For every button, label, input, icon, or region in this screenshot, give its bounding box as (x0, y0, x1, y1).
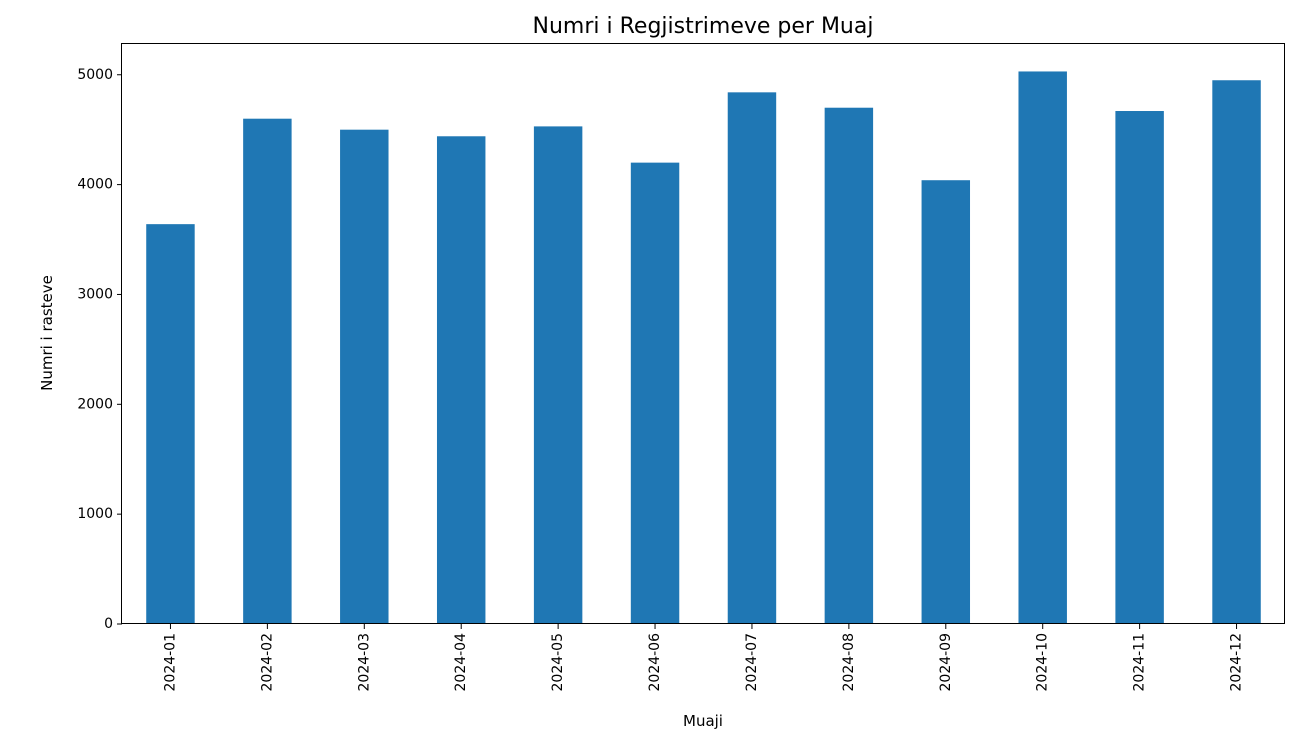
y-axis: 0 1000 2000 3000 4000 5000 (77, 67, 122, 632)
chart-title: Numri i Regjistrimeve per Muaj (533, 14, 874, 39)
x-tick-label: 2024-10 (1035, 633, 1051, 692)
x-tick-label: 2024-09 (938, 633, 954, 692)
bar-2024-09 (921, 180, 971, 624)
x-axis: 2024-01 2024-02 2024-03 2024-04 2024-05 2024-… (162, 624, 1245, 692)
x-tick-label: 2024-11 (1132, 633, 1148, 692)
y-tick-label: 5000 (77, 67, 113, 83)
bar-2024-08 (824, 107, 874, 625)
bars-group (146, 71, 1261, 625)
bar-2024-02 (243, 118, 292, 625)
x-axis-label: Muaji (683, 712, 723, 730)
bar-2024-04 (436, 136, 486, 625)
y-tick-label: 2000 (77, 396, 113, 412)
bar-2024-12 (1212, 80, 1261, 624)
bar-2024-11 (1115, 111, 1164, 625)
x-tick-label: 2024-08 (841, 633, 857, 692)
x-tick-label: 2024-07 (744, 633, 760, 692)
y-tick-label: 3000 (77, 286, 113, 302)
bar-2024-05 (533, 126, 583, 625)
x-tick-label: 2024-06 (647, 633, 663, 692)
x-tick-label: 2024-01 (162, 633, 178, 692)
y-tick-label: 1000 (77, 506, 113, 522)
bar-2024-10 (1018, 71, 1067, 625)
bar-2024-01 (146, 224, 195, 624)
bar-2024-06 (630, 162, 680, 625)
plot-frame (121, 43, 1285, 624)
y-tick-label: 0 (104, 616, 113, 632)
x-tick-label: 2024-05 (550, 633, 566, 692)
y-tick-label: 4000 (77, 177, 113, 193)
x-tick-label: 2024-03 (356, 633, 372, 692)
y-axis-label: Numri i rasteve (38, 275, 56, 391)
x-tick-label: 2024-12 (1229, 633, 1245, 692)
bar-2024-07 (727, 92, 777, 625)
bar-2024-03 (340, 129, 389, 624)
x-tick-label: 2024-02 (259, 633, 275, 692)
x-tick-label: 2024-04 (453, 633, 469, 692)
